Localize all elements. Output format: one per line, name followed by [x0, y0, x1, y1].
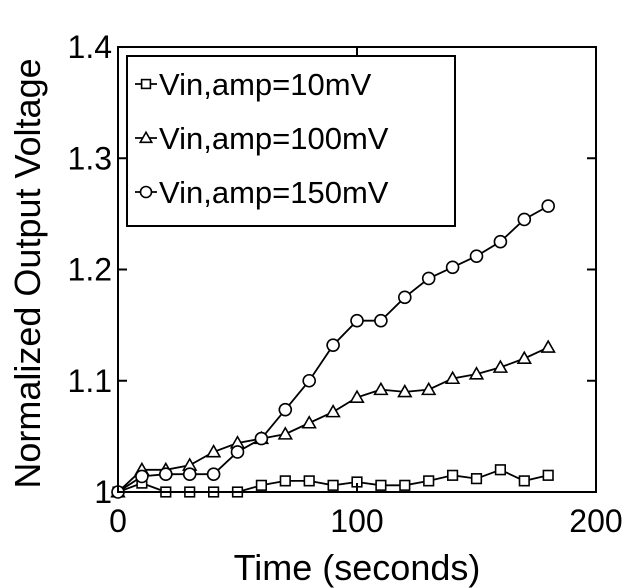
legend-box — [126, 55, 456, 227]
circle-marker — [517, 212, 532, 227]
circle-marker — [397, 290, 412, 305]
triangle-marker — [468, 366, 485, 380]
series-150mv — [111, 199, 556, 499]
x-tick-label: 200 — [569, 503, 622, 539]
square-marker — [470, 473, 483, 485]
square-marker — [279, 475, 291, 487]
circle-marker — [278, 402, 293, 417]
triangle-marker — [397, 383, 413, 398]
legend-label: Vin,amp=100mV — [159, 121, 389, 156]
circle-marker — [326, 338, 340, 352]
triangle-marker — [492, 359, 509, 373]
square-marker — [542, 469, 554, 481]
y-tick-label: 1.3 — [68, 140, 112, 176]
y-tick-label: 1.1 — [68, 363, 112, 399]
circle-marker — [541, 199, 556, 213]
triangle-marker — [301, 415, 317, 429]
legend-entry-100mv: Vin,amp=100mV — [135, 121, 389, 156]
legend-label: Vin,amp=150mV — [159, 175, 389, 210]
circle-marker — [254, 431, 269, 446]
square-marker — [423, 475, 435, 487]
circle-marker — [374, 313, 388, 328]
triangle-marker — [205, 444, 222, 458]
circle-marker — [135, 469, 149, 484]
circle-marker — [493, 234, 508, 249]
x-axis-title: Time (seconds) — [234, 547, 481, 588]
square-marker — [303, 475, 315, 487]
square-marker — [375, 479, 387, 491]
axis-ticks: 0 100 200 1 1.1 1.2 1.3 1.4 — [68, 29, 623, 539]
circle-marker — [159, 467, 173, 482]
square-marker — [446, 469, 459, 481]
legend-entry-10mv: Vin,amp=10mV — [135, 67, 372, 102]
circle-marker — [230, 445, 245, 459]
circle-marker — [139, 185, 153, 199]
legend-entry-150mv: Vin,amp=150mV — [135, 175, 389, 210]
triangle-marker — [325, 403, 341, 418]
circle-marker — [421, 271, 436, 286]
legend: Vin,amp=10mV Vin,amp=100mV Vin,amp=150mV — [126, 55, 456, 227]
circle-marker — [350, 313, 364, 328]
legend-label: Vin,amp=10mV — [159, 67, 372, 102]
x-tick-label: 0 — [109, 503, 127, 539]
triangle-marker — [277, 426, 293, 440]
square-marker — [518, 475, 530, 487]
y-tick-label: 1 — [94, 474, 112, 510]
square-marker — [140, 78, 152, 90]
circle-marker — [182, 467, 197, 482]
y-tick-label: 1.2 — [68, 252, 112, 288]
circle-marker — [302, 373, 317, 388]
triangle-marker — [540, 339, 556, 353]
triangle-marker — [349, 389, 365, 403]
square-marker — [327, 479, 339, 491]
chart-marks — [110, 199, 556, 499]
y-axis-title: Normalized Output Voltage — [7, 58, 48, 488]
circle-marker — [445, 260, 460, 275]
circle-marker — [469, 249, 484, 263]
triangle-marker — [138, 130, 154, 144]
triangle-marker — [516, 350, 532, 365]
square-marker — [494, 464, 507, 476]
square-marker — [255, 479, 268, 491]
square-marker — [399, 479, 411, 491]
x-tick-label: 100 — [330, 503, 383, 539]
y-tick-label: 1.4 — [68, 29, 112, 65]
triangle-marker — [421, 381, 437, 396]
triangle-marker — [373, 381, 389, 396]
triangle-marker — [444, 370, 461, 385]
circle-marker — [206, 467, 221, 482]
